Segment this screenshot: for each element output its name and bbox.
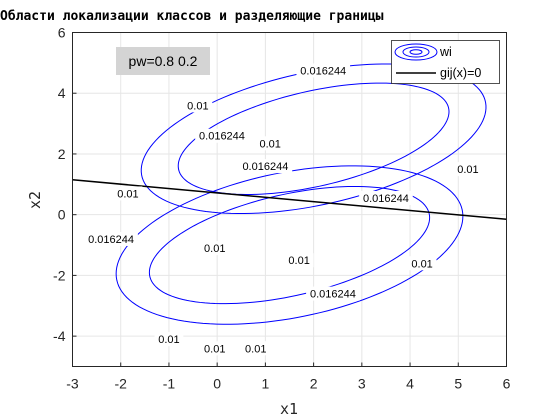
x-tick-label: -3 — [66, 376, 79, 392]
contour-label: 0.01 — [411, 258, 432, 270]
contour-label-background — [84, 231, 138, 246]
x-tick-label: 3 — [358, 376, 366, 392]
contour-label: 0.01 — [204, 243, 225, 255]
x-tick-label: 1 — [261, 376, 269, 392]
contour-label: 0.016244 — [300, 65, 346, 77]
contour-label-background — [154, 332, 184, 347]
contour-w1-0_016244 — [177, 82, 450, 195]
x-tick-label: -2 — [114, 376, 127, 392]
y-tick-label: 4 — [58, 85, 66, 101]
contour-label-background — [183, 98, 213, 113]
y-tick-label: -4 — [53, 328, 66, 344]
contour-label: 0.01 — [245, 343, 266, 355]
axes-box — [72, 32, 507, 367]
x-tick-label: 0 — [213, 376, 221, 392]
contour-labels: 0.01 0.016244 0.01 0.016244 0.01 0.016244 0.01… — [84, 42, 483, 356]
legend-label-boundary: gij(x)=0 — [440, 66, 481, 80]
contour-label-background — [407, 256, 437, 271]
contour-w2-0_016244 — [148, 185, 431, 305]
contour-label-background — [241, 341, 271, 356]
y-tick-label: 0 — [58, 207, 66, 223]
contour-label: 0.01 — [457, 164, 478, 176]
contour-label: 0.016244 — [310, 289, 356, 301]
contour-lines — [115, 63, 487, 325]
contour-label-background — [195, 128, 249, 143]
contour-label-background — [359, 190, 413, 205]
y-axis-label: x2 — [26, 191, 44, 209]
x-tick-label: 5 — [454, 376, 462, 392]
legend: wi gij(x)=0 — [391, 40, 500, 84]
contour-label-background — [296, 63, 351, 78]
contour-label: 0.016244 — [363, 193, 409, 205]
x-tick-label: 6 — [503, 376, 511, 392]
decision-boundary — [72, 179, 507, 220]
x-tick-label: -1 — [163, 376, 176, 392]
contour-label: 0.016244 — [199, 131, 245, 143]
contour-label: 0.01 — [187, 100, 208, 112]
contour-label: 0.01 — [158, 334, 179, 346]
contour-label: 0.01 — [288, 255, 309, 267]
contour-label: 0.016244 — [88, 234, 134, 246]
annotation-text: pw=0.8 0.2 — [129, 53, 198, 69]
boundary-line — [72, 179, 507, 220]
annotation-box: pw=0.8 0.2 — [116, 47, 210, 75]
legend-label-wi: wi — [439, 45, 452, 59]
contour-label-background — [200, 341, 230, 356]
chart-title: Области локализации классов и разделяющи… — [0, 9, 384, 24]
tick-labels: -3 -2 -1 0 1 2 3 4 5 6 -4 -2 0 2 4 6 — [53, 25, 511, 392]
contour-label-background — [284, 253, 314, 268]
contour-label-background — [306, 286, 360, 301]
y-tick-label: 2 — [58, 146, 66, 162]
y-tick-label: -2 — [53, 267, 66, 283]
x-tick-label: 2 — [310, 376, 318, 392]
contour-label-background — [113, 186, 143, 201]
contour-label-background — [238, 159, 293, 174]
contour-label: 0.01 — [204, 343, 225, 355]
annotation-background — [116, 47, 210, 75]
contour-w1-0_01 — [140, 63, 487, 215]
x-tick-label: 4 — [406, 376, 414, 392]
contour-label: 0.016244 — [242, 161, 288, 173]
y-tick-label: 6 — [58, 25, 66, 41]
x-axis-label: x1 — [280, 400, 298, 418]
contour-label: 0.01 — [117, 188, 138, 200]
contour-w2-0_01 — [115, 165, 464, 325]
contour-label-background — [200, 241, 230, 256]
contour-label: 0.01 — [260, 138, 281, 150]
contour-label-background — [453, 162, 483, 177]
contour-label-background — [255, 136, 285, 151]
legend-contour-icon — [394, 43, 438, 61]
